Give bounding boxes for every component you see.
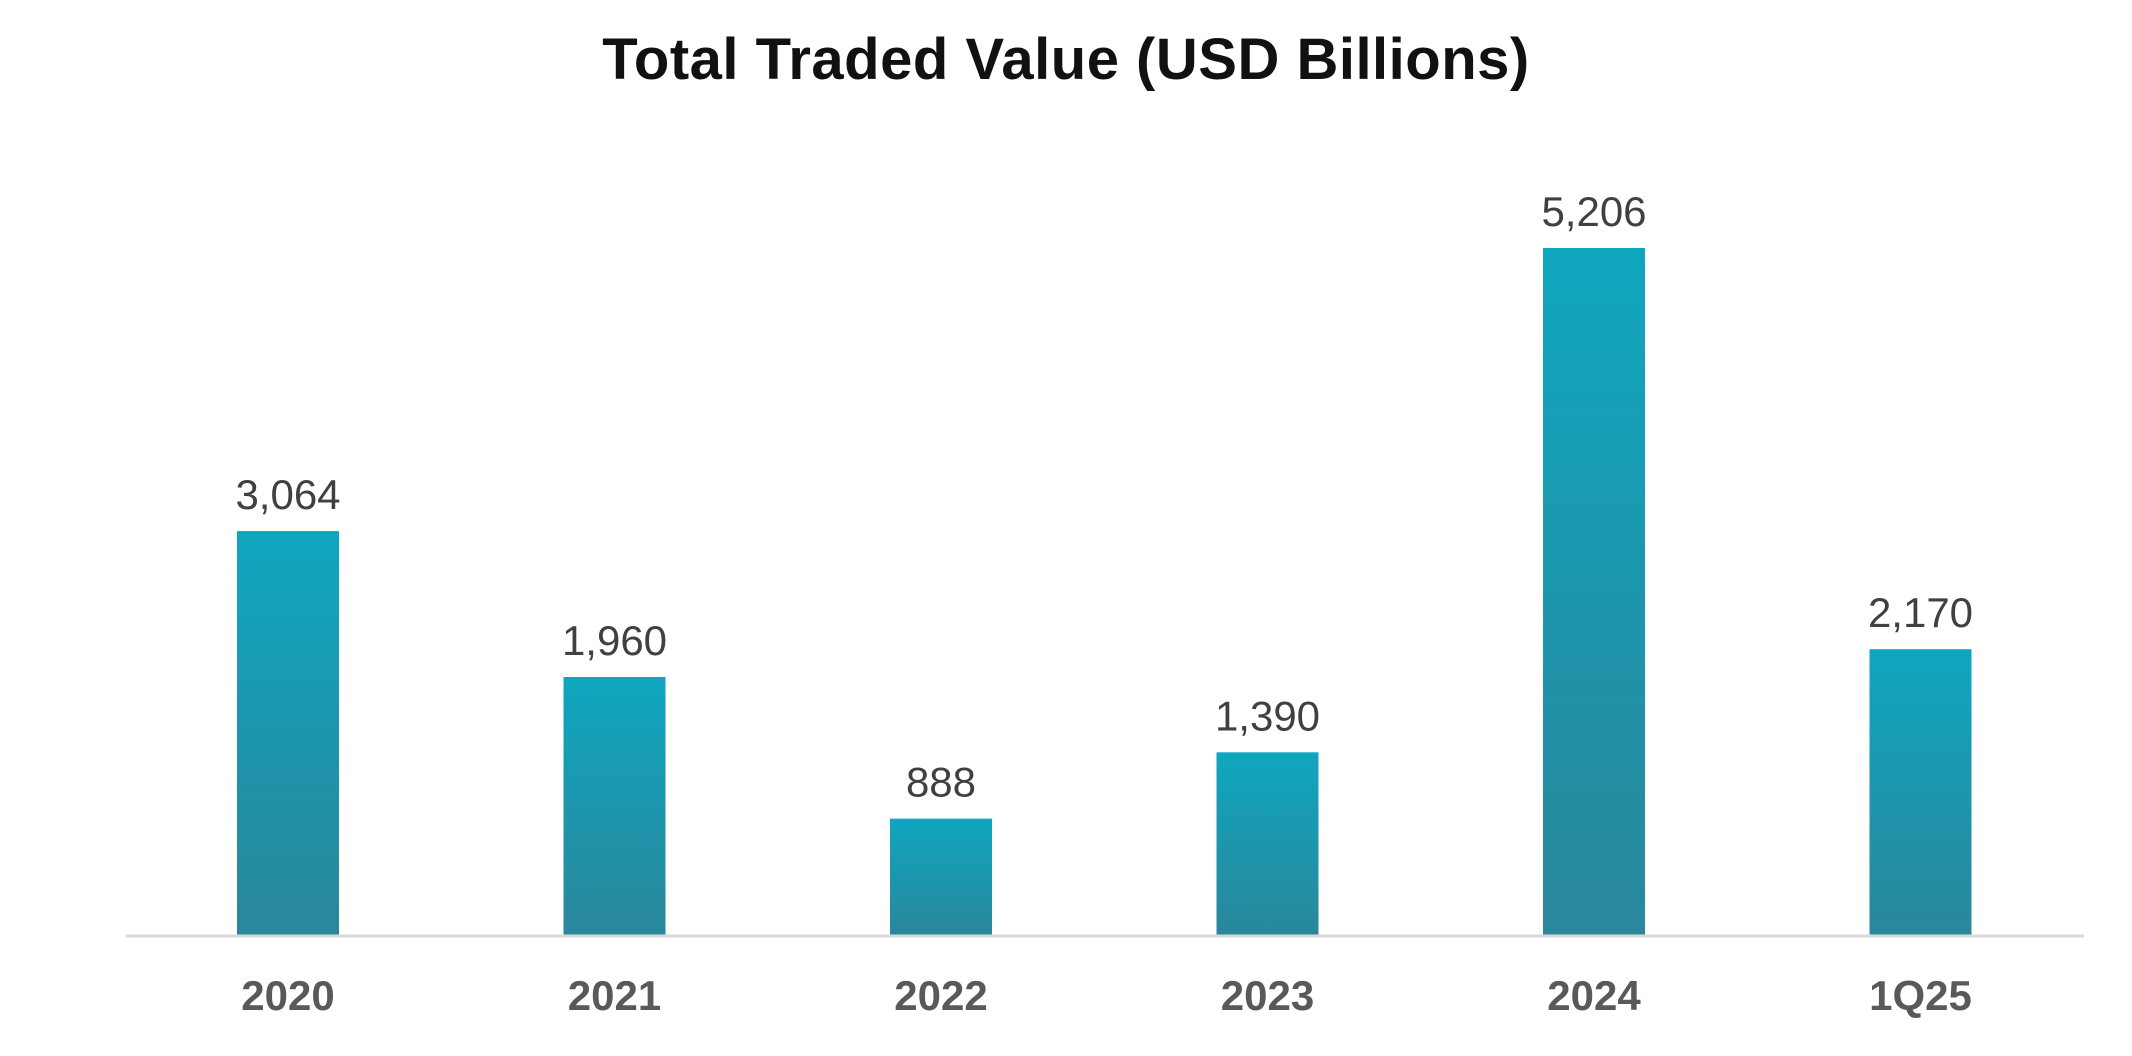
bar-2020: [237, 531, 339, 936]
labels-layer: 3,064 1,960 888 1,390 5,206 2,170: [235, 188, 1973, 806]
x-tick-label-2023: 2023: [1221, 972, 1314, 1019]
data-label-2020: 3,064: [235, 471, 340, 518]
x-axis-ticks: 2020 2021 2022 2023 2024 1Q25: [241, 972, 1972, 1019]
data-label-2022: 888: [906, 759, 976, 806]
x-tick-label-2021: 2021: [568, 972, 661, 1019]
data-label-2024: 5,206: [1541, 188, 1646, 235]
x-tick-label-2020: 2020: [241, 972, 334, 1019]
bar-2021: [563, 676, 666, 936]
x-tick-label-2024: 2024: [1547, 972, 1641, 1019]
data-label-1Q25: 2,170: [1868, 589, 1973, 636]
data-label-2023: 1,390: [1215, 692, 1320, 739]
x-tick-label-2022: 2022: [894, 972, 987, 1019]
data-label-2021: 1,960: [562, 617, 667, 664]
bar-2023: [1216, 752, 1319, 936]
x-tick-label-1Q25: 1Q25: [1869, 972, 1972, 1019]
chart-title: Total Traded Value (USD Billions): [602, 27, 1530, 92]
bar-1Q25: [1869, 649, 1972, 936]
bar-2022: [890, 818, 992, 936]
bars-layer: [237, 248, 1972, 936]
bar-2024: [1543, 248, 1645, 936]
